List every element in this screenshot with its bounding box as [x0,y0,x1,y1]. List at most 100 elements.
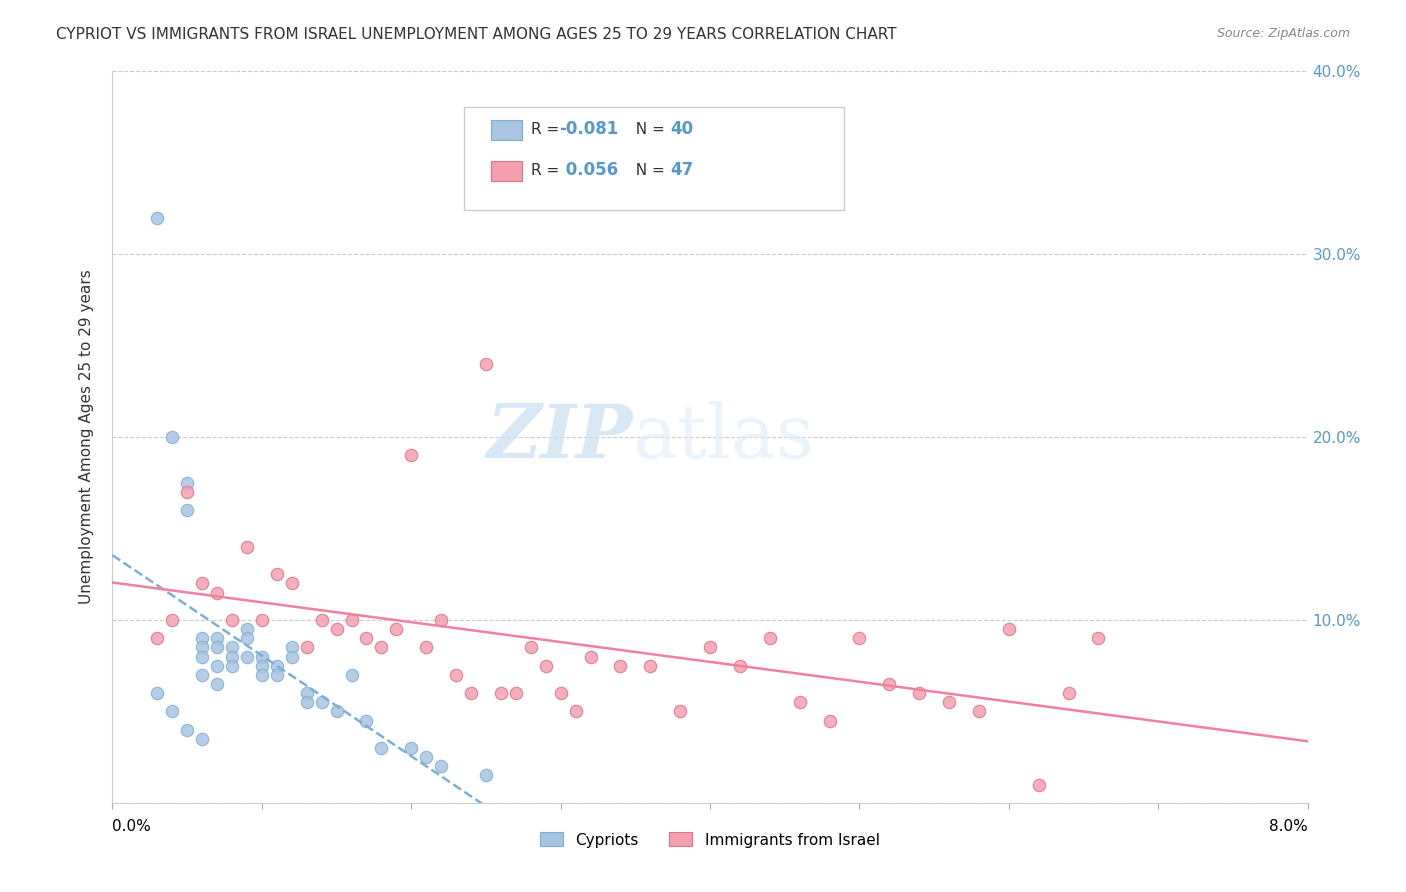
Point [295,695,318,709]
Point [176,485,198,500]
Point [848,632,870,646]
Point [146,211,169,225]
Point [998,622,1021,636]
Point [489,686,512,700]
Text: N =: N = [626,163,669,178]
Point [415,750,437,764]
Text: -0.081: -0.081 [560,120,619,138]
Point [281,640,304,655]
Text: 47: 47 [671,161,695,179]
Point [699,640,721,655]
Point [191,640,214,655]
Text: N =: N = [626,122,669,136]
Point [266,658,288,673]
Point [430,613,453,627]
Point [250,667,273,681]
Point [877,677,901,691]
Point [640,658,662,673]
Point [176,723,198,737]
Text: R =: R = [531,122,565,136]
Point [295,686,318,700]
Point [236,632,259,646]
Point [221,613,243,627]
Point [356,632,378,646]
Point [550,686,572,700]
Point [520,640,543,655]
Point [236,540,259,554]
Point [967,705,990,719]
Point [221,658,243,673]
Point [191,731,214,746]
Point [266,667,288,681]
Legend: Cypriots, Immigrants from Israel: Cypriots, Immigrants from Israel [534,826,886,854]
Point [609,658,631,673]
Point [818,714,841,728]
Point [176,503,198,517]
Point [205,640,228,655]
Point [401,740,423,755]
Point [325,705,347,719]
Point [191,667,214,681]
Point [266,567,288,582]
Point [759,632,782,646]
Point [191,649,214,664]
Point [221,649,243,664]
Point [728,658,751,673]
Text: ZIP: ZIP [486,401,633,474]
Text: CYPRIOT VS IMMIGRANTS FROM ISRAEL UNEMPLOYMENT AMONG AGES 25 TO 29 YEARS CORRELA: CYPRIOT VS IMMIGRANTS FROM ISRAEL UNEMPL… [56,27,897,42]
Point [401,448,423,462]
Text: 0.056: 0.056 [560,161,617,179]
Text: R =: R = [531,163,565,178]
Point [250,658,273,673]
Point [295,640,318,655]
Point [311,613,333,627]
Point [564,705,586,719]
Point [1057,686,1080,700]
Point [340,613,363,627]
Point [938,695,960,709]
Text: 40: 40 [671,120,693,138]
Point [281,649,304,664]
Point [205,677,228,691]
Text: 8.0%: 8.0% [1268,819,1308,834]
Point [505,686,527,700]
Point [385,622,408,636]
Point [162,705,183,719]
Point [146,632,169,646]
Point [191,576,214,591]
Point [325,622,347,636]
Point [250,613,273,627]
Point [908,686,931,700]
Point [1028,778,1050,792]
Text: 0.0%: 0.0% [112,819,152,834]
Point [1087,632,1109,646]
Point [579,649,602,664]
Point [162,613,183,627]
Text: atlas: atlas [633,401,814,474]
Point [370,640,392,655]
Point [205,632,228,646]
Point [191,632,214,646]
Point [460,686,482,700]
Point [205,585,228,599]
Point [669,705,692,719]
Point [281,576,304,591]
Point [475,357,498,371]
Point [205,658,228,673]
Point [475,768,498,782]
Point [444,667,467,681]
Point [356,714,378,728]
Point [162,430,183,444]
Point [146,686,169,700]
Point [250,649,273,664]
Point [789,695,811,709]
Y-axis label: Unemployment Among Ages 25 to 29 years: Unemployment Among Ages 25 to 29 years [79,269,94,605]
Point [176,475,198,490]
Point [415,640,437,655]
Point [340,667,363,681]
Text: Source: ZipAtlas.com: Source: ZipAtlas.com [1216,27,1350,40]
Point [236,622,259,636]
Point [430,759,453,773]
Point [236,649,259,664]
Point [370,740,392,755]
